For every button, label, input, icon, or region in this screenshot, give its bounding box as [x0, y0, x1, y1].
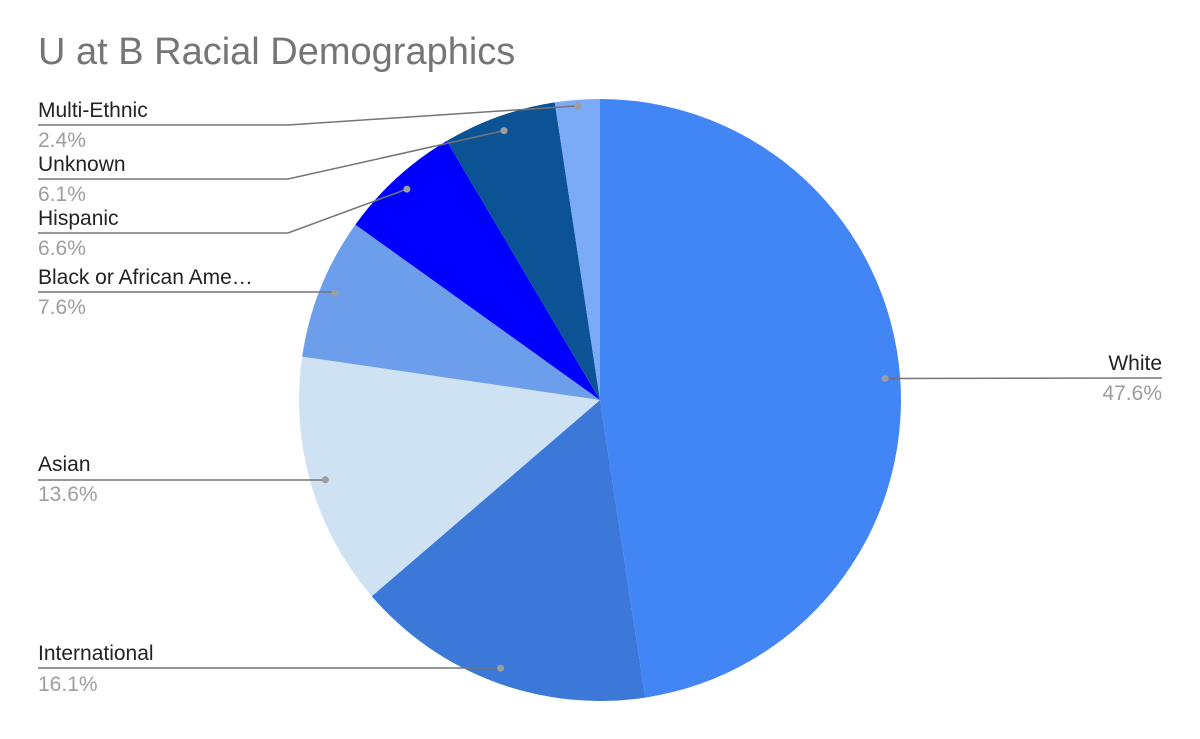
- slice-value-asian: 13.6%: [38, 483, 98, 506]
- slice-value-international: 16.1%: [38, 673, 98, 696]
- leader-dot-multi-ethnic: [574, 102, 582, 110]
- leader-line-multi-ethnic: [38, 105, 578, 126]
- leader-dot-black-or-african-ame: [331, 289, 339, 297]
- leader-dot-hispanic: [403, 185, 411, 193]
- pie-slice-hispanic[interactable]: [355, 140, 600, 401]
- leader-dot-white: [881, 374, 889, 382]
- slice-label-white: White: [1108, 352, 1162, 375]
- slice-value-black-or-african-ame: 7.6%: [38, 296, 86, 319]
- slice-value-multi-ethnic: 2.4%: [38, 129, 86, 152]
- leader-line-hispanic: [38, 188, 408, 234]
- chart-title: U at B Racial Demographics: [38, 31, 515, 73]
- leader-dot-unknown: [500, 127, 508, 135]
- leader-dot-international: [497, 664, 505, 672]
- pie-labels: White 47.6% International 16.1% Asian 13.6% Bl…: [38, 99, 1163, 696]
- pie-slice-unknown[interactable]: [446, 102, 600, 401]
- leader-dot-asian: [321, 476, 329, 484]
- slice-label-black-or-african-ame: Black or African Ame…: [38, 266, 253, 289]
- pie-slices: [299, 99, 901, 701]
- leader-line-black-or-african-ame: [38, 291, 336, 294]
- slice-label-multi-ethnic: Multi-Ethnic: [38, 99, 148, 122]
- slice-value-white: 47.6%: [1102, 382, 1162, 405]
- leader-line-unknown: [38, 129, 505, 180]
- slice-label-international: International: [38, 642, 154, 665]
- pie-slice-black-or-african-ame[interactable]: [302, 224, 600, 400]
- slice-label-hispanic: Hispanic: [38, 207, 119, 230]
- pie-slice-international[interactable]: [371, 400, 646, 701]
- slice-label-unknown: Unknown: [38, 153, 126, 176]
- slice-value-hispanic: 6.6%: [38, 237, 86, 260]
- pie-slice-white[interactable]: [600, 99, 901, 698]
- slice-value-unknown: 6.1%: [38, 183, 86, 206]
- pie-slice-asian[interactable]: [299, 356, 600, 597]
- pie-slice-multi-ethnic[interactable]: [554, 99, 600, 400]
- slice-label-asian: Asian: [38, 453, 91, 476]
